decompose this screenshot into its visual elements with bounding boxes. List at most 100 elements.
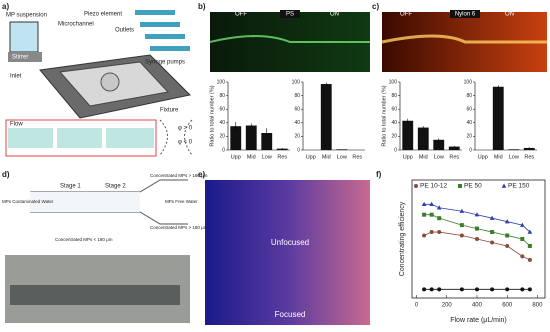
- annotation: Stirrer: [12, 55, 28, 61]
- marker: [527, 229, 533, 234]
- caption: Focused: [275, 310, 306, 319]
- bar: [523, 147, 535, 150]
- y-tick-label: 0: [394, 147, 397, 153]
- bar: [230, 126, 242, 150]
- x-tick-label: 0: [415, 303, 419, 309]
- legend-label: PE 150: [508, 183, 530, 190]
- x-tick-label: 600: [502, 303, 513, 309]
- photo: [205, 180, 370, 325]
- x-tick-label: Res: [524, 154, 534, 160]
- panel-label: c): [372, 2, 379, 11]
- marker: [422, 212, 427, 217]
- marker: [437, 230, 442, 235]
- channel: [30, 192, 140, 212]
- annotation: Inlet: [10, 74, 22, 80]
- annotation: MP suspension: [6, 13, 47, 19]
- bar: [417, 127, 429, 150]
- image-label: ON: [505, 12, 514, 18]
- annotation: MPs Contaminated Water: [2, 199, 54, 204]
- syringe: [150, 46, 190, 51]
- bar: [402, 120, 414, 150]
- annotation: Syringe pumps: [145, 60, 185, 66]
- marker: [459, 208, 465, 213]
- y-tick-label: 0: [222, 147, 225, 153]
- image-label: PS: [286, 12, 294, 18]
- y-tick-label: 60: [294, 107, 300, 113]
- y-tick-label: 40: [466, 120, 472, 126]
- bar: [492, 86, 504, 150]
- marker: [458, 184, 462, 188]
- marker: [489, 215, 495, 220]
- plot-frame: [411, 179, 546, 299]
- container: [9, 21, 39, 53]
- bar: [433, 139, 445, 150]
- y-tick-label: 40: [294, 120, 300, 126]
- particle-stream: [209, 35, 370, 43]
- y-axis-label: Ratio to total number (%): [381, 85, 387, 146]
- marker: [474, 226, 479, 231]
- panel-a: a) MP suspension Piezo element Microchan…: [2, 2, 193, 157]
- marker: [414, 184, 418, 188]
- annotation: Flow: [10, 122, 23, 128]
- y-tick-label: 60: [219, 107, 225, 113]
- y-tick-label: 100: [464, 79, 473, 85]
- x-tick-label: Upp: [478, 154, 488, 160]
- marker: [429, 212, 434, 217]
- marker: [459, 233, 464, 238]
- y-tick-label: 20: [219, 134, 225, 140]
- panel-label: f): [376, 170, 382, 179]
- label-box: [280, 10, 300, 18]
- y-tick-label: 100: [217, 79, 226, 85]
- syringe: [140, 22, 180, 27]
- x-tick-label: Upp: [403, 154, 413, 160]
- x-tick-label: Res: [277, 154, 287, 160]
- annotation: Stage 2: [105, 184, 126, 190]
- x-tick-label: Mid: [247, 154, 256, 160]
- image-label: OFF: [400, 12, 412, 18]
- y-axis-label: Ratio to total number (%): [209, 85, 215, 146]
- marker: [504, 219, 510, 224]
- bar: [336, 149, 348, 150]
- marker: [474, 212, 480, 217]
- marker: [520, 237, 525, 241]
- marker: [429, 287, 434, 292]
- bar: [261, 133, 273, 150]
- x-tick-label: Res: [352, 154, 362, 160]
- x-tick-label: Low: [262, 154, 272, 160]
- x-tick-label: Upp: [231, 154, 241, 160]
- annotation: Outlets: [115, 28, 134, 34]
- panel-label: d): [2, 170, 10, 179]
- y-tick-label: 80: [294, 93, 300, 99]
- marker: [505, 287, 510, 292]
- marker: [436, 205, 442, 210]
- marker: [437, 287, 442, 292]
- legend-label: PE 50: [464, 183, 482, 190]
- image-label: OFF: [235, 12, 247, 18]
- bar: [320, 84, 332, 150]
- y-tick-label: 80: [466, 93, 472, 99]
- annotation: φ < 0: [178, 140, 193, 146]
- annotation: Concentrated MPs > 180 μm: [150, 173, 208, 178]
- channel-view: [106, 128, 154, 148]
- marker: [459, 223, 464, 228]
- image-label: Nylon 6: [455, 12, 476, 18]
- marker: [437, 216, 442, 221]
- particle-stream: [381, 34, 547, 44]
- marker: [520, 254, 525, 259]
- x-tick-label: Low: [337, 154, 347, 160]
- bar: [448, 146, 460, 150]
- y-tick-label: 20: [466, 134, 472, 140]
- stirrer-box: [8, 52, 42, 62]
- panel-label: a): [2, 2, 9, 11]
- y-tick-label: 0: [297, 147, 300, 153]
- panel-label: b): [198, 2, 206, 11]
- y-tick-label: 60: [466, 107, 472, 113]
- x-tick-label: Mid: [322, 154, 331, 160]
- piezo: [100, 72, 120, 92]
- annotation: MPs Free Water: [165, 199, 198, 204]
- y-tick-label: 40: [391, 120, 397, 126]
- marker: [422, 287, 427, 292]
- channel-view: [57, 128, 102, 148]
- marker: [505, 243, 510, 248]
- x-tick-label: Low: [509, 154, 519, 160]
